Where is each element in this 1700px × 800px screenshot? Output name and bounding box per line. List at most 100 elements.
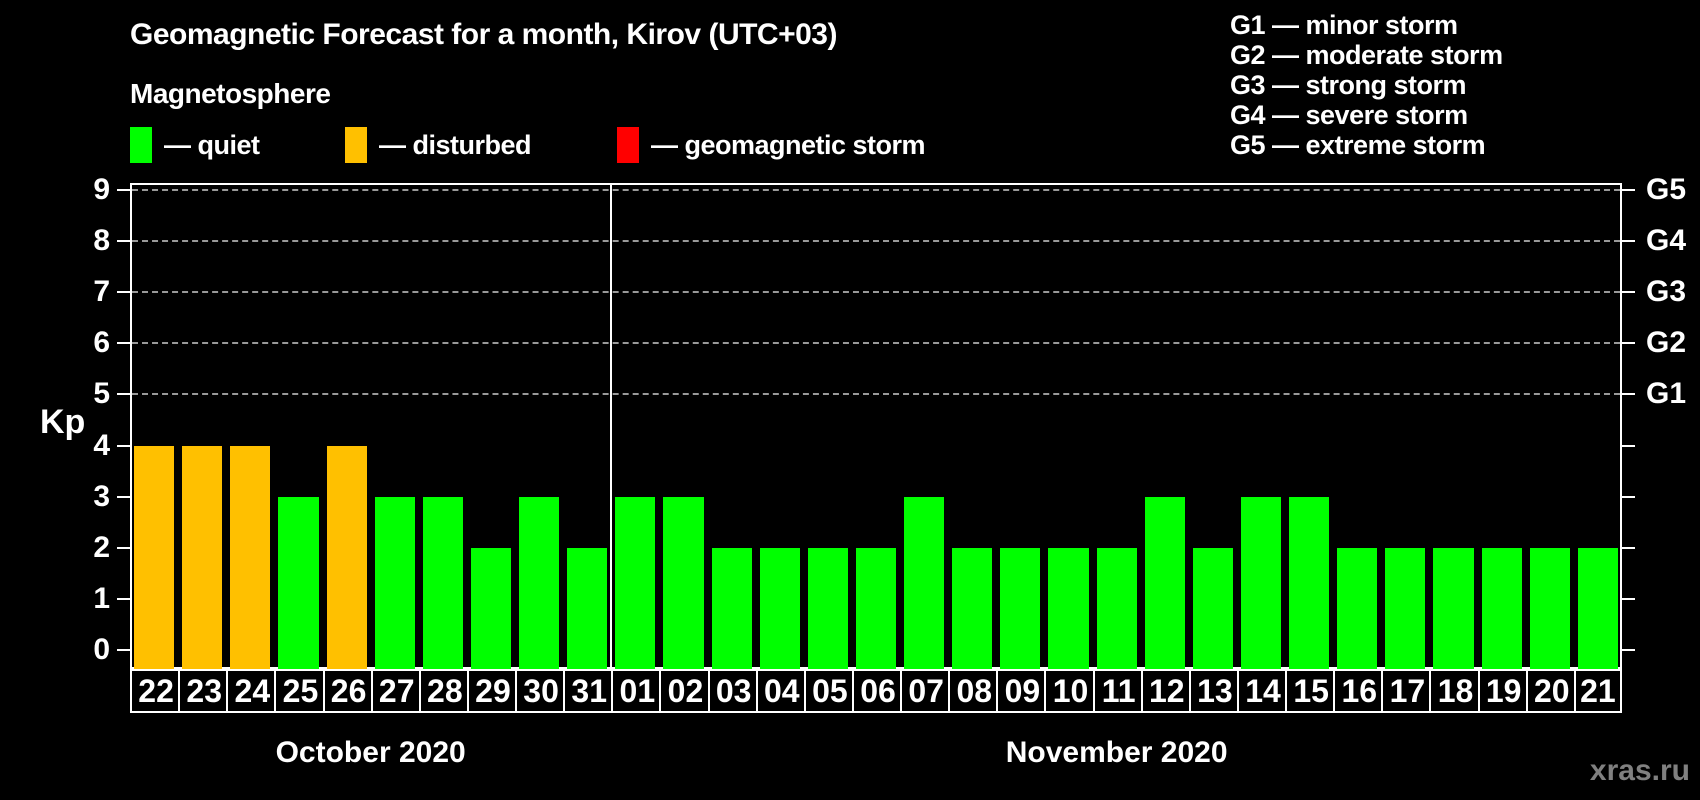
day-label-cell-09: 09 xyxy=(996,669,1047,713)
g-scale-legend: G1 — minor storm G2 — moderate storm G3 — … xyxy=(1230,10,1503,160)
day-label-cell-10: 10 xyxy=(1044,669,1095,713)
y-tick-label-0: 0 xyxy=(93,633,110,666)
month-separator-line xyxy=(610,183,613,669)
day-label-cell-29: 29 xyxy=(466,669,518,713)
day-label-cell-19: 19 xyxy=(1477,669,1528,713)
kp-bar-day-20 xyxy=(1529,547,1570,669)
g-scale-label-g5: G5 xyxy=(1646,173,1687,206)
y-tick-right-6 xyxy=(1622,342,1635,345)
legend-item-disturbed: — disturbed xyxy=(345,126,532,164)
y-tick-left-2 xyxy=(117,546,130,549)
y-axis-label: Kp xyxy=(40,403,86,441)
kp-bar-day-11 xyxy=(1096,547,1137,669)
y-tick-label-6: 6 xyxy=(93,326,110,360)
day-label-cell-08: 08 xyxy=(948,669,999,713)
y-tick-left-7 xyxy=(117,291,130,294)
y-tick-right-4 xyxy=(1622,444,1635,447)
day-label-cell-01: 01 xyxy=(611,669,662,713)
y-tick-label-5: 5 xyxy=(93,377,110,411)
day-label-cell-06: 06 xyxy=(851,669,903,713)
day-label-cell-30: 30 xyxy=(515,669,566,713)
day-label-cell-05: 05 xyxy=(803,669,854,713)
gridline-kp-9 xyxy=(132,189,1620,191)
y-tick-label-9: 9 xyxy=(93,173,110,206)
kp-bar-day-21 xyxy=(1577,547,1618,669)
y-tick-label-7: 7 xyxy=(93,275,110,309)
day-label-cell-02: 02 xyxy=(659,669,710,713)
gridline-kp-6 xyxy=(132,342,1620,345)
day-label-cell-04: 04 xyxy=(755,669,806,713)
g-scale-label-g1: G1 xyxy=(1646,377,1687,411)
y-tick-label-2: 2 xyxy=(93,530,110,564)
legend-item-storm: — geomagnetic storm xyxy=(617,126,926,164)
day-label-cell-03: 03 xyxy=(707,669,758,713)
kp-bar-day-17 xyxy=(1385,547,1426,669)
day-label-cell-25: 25 xyxy=(274,669,325,713)
y-tick-right-3 xyxy=(1622,495,1635,498)
g-legend-line-5: G5 — extreme storm xyxy=(1230,130,1486,160)
month-label-october-2020: October 2020 xyxy=(275,736,466,769)
day-label-cell-24: 24 xyxy=(226,669,277,713)
g-legend-line-4: G4 — severe storm xyxy=(1230,100,1468,130)
g-legend-line-3: G3 — strong storm xyxy=(1230,70,1467,100)
y-tick-left-3 xyxy=(117,495,130,498)
y-tick-left-6 xyxy=(117,342,130,345)
gridline-kp-7 xyxy=(132,291,1620,294)
y-tick-right-1 xyxy=(1622,597,1635,600)
day-label-cell-11: 11 xyxy=(1092,669,1143,713)
day-label-cell-28: 28 xyxy=(418,669,469,713)
gridline-kp-5 xyxy=(132,393,1620,396)
day-label-cell-22: 22 xyxy=(130,669,181,713)
y-tick-right-8 xyxy=(1622,240,1635,243)
kp-bar-day-14 xyxy=(1240,496,1282,669)
kp-bar-day-19 xyxy=(1481,547,1522,669)
kp-bar-day-15 xyxy=(1289,496,1330,669)
kp-bar-day-27 xyxy=(374,496,415,669)
watermark: xras.ru xyxy=(1589,754,1690,787)
kp-bar-day-07 xyxy=(904,496,945,669)
day-label-cell-15: 15 xyxy=(1285,669,1336,713)
day-label-cell-13: 13 xyxy=(1188,669,1239,713)
day-label-cell-12: 12 xyxy=(1140,669,1191,713)
kp-bar-day-18 xyxy=(1433,547,1474,669)
legend-label-quiet: — quiet xyxy=(164,129,260,160)
kp-bar-day-29 xyxy=(470,547,512,669)
month-label-november-2020: November 2020 xyxy=(1005,736,1228,769)
y-tick-right-2 xyxy=(1622,546,1635,549)
g-legend-line-1: G1 — minor storm xyxy=(1230,10,1458,40)
disturbed-color-swatch-icon xyxy=(345,127,367,163)
kp-bar-day-04 xyxy=(759,547,800,669)
day-label-cell-18: 18 xyxy=(1429,669,1480,713)
y-tick-label-4: 4 xyxy=(93,428,110,462)
chart-title: Geomagnetic Forecast for a month, Kirov … xyxy=(130,18,837,51)
g-scale-label-g2: G2 xyxy=(1646,326,1687,360)
kp-bar-day-30 xyxy=(519,496,560,669)
day-label-cell-27: 27 xyxy=(370,669,421,713)
g-scale-label-g4: G4 xyxy=(1646,224,1687,258)
y-tick-left-1 xyxy=(117,597,130,600)
day-label-cell-21: 21 xyxy=(1573,669,1622,713)
kp-bar-day-09 xyxy=(1000,547,1041,669)
legend-label-storm: — geomagnetic storm xyxy=(651,129,926,160)
g-legend-line-2: G2 — moderate storm xyxy=(1230,40,1503,70)
storm-color-swatch-icon xyxy=(617,127,639,163)
y-tick-right-0 xyxy=(1622,649,1635,651)
y-tick-left-0 xyxy=(117,649,130,651)
kp-bar-day-13 xyxy=(1192,547,1233,669)
y-tick-left-4 xyxy=(117,444,130,447)
day-label-cell-26: 26 xyxy=(322,669,373,713)
day-label-cell-23: 23 xyxy=(178,669,229,713)
kp-bar-day-12 xyxy=(1144,496,1185,669)
kp-bar-day-10 xyxy=(1048,547,1089,669)
kp-bar-day-25 xyxy=(278,496,319,669)
day-label-cell-07: 07 xyxy=(900,669,951,713)
day-label-cell-17: 17 xyxy=(1381,669,1432,713)
y-tick-label-8: 8 xyxy=(93,224,110,258)
y-tick-left-5 xyxy=(117,393,130,396)
y-tick-right-5 xyxy=(1622,393,1635,396)
kp-bar-day-31 xyxy=(567,547,608,669)
magnetosphere-label: Magnetosphere xyxy=(130,78,331,109)
quiet-color-swatch-icon xyxy=(130,127,152,163)
y-tick-label-1: 1 xyxy=(93,581,110,615)
